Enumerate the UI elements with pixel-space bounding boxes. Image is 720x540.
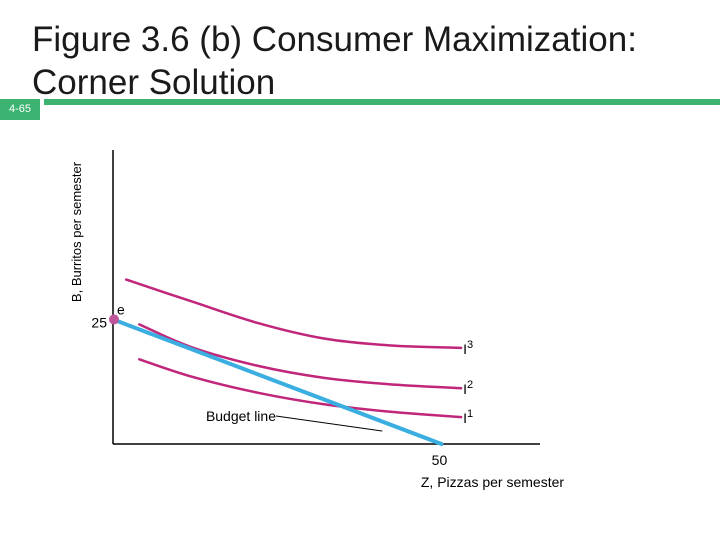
budget-line-leader [275,415,383,432]
x-axis-label: Z, Pizzas per semester [421,474,564,490]
curve-label-i3: I3 [463,339,473,357]
point-e-label: e [117,301,125,317]
slide-title: Figure 3.6 (b) Consumer Maximization: Co… [32,18,692,104]
curve-label-i2: I2 [463,379,473,397]
y-tick-label: 25 [91,314,107,330]
point-e-marker [109,314,119,325]
y-axis-label: B, Burritos per semester [69,161,84,302]
x-tick-label: 50 [432,452,448,468]
slide-title-line2: Corner Solution [32,63,276,102]
budget-line [111,317,444,446]
curve-label-i1: I1 [463,408,473,426]
budget-line-annotation: Budget line [206,408,276,424]
indifference-curve-i3 [124,278,463,350]
slide-number-badge: 4-65 [0,99,40,120]
slide-title-line1: Figure 3.6 (b) Consumer Maximization: [32,20,637,59]
title-accent-bar [44,99,720,105]
indifference-curve-i1 [138,358,463,419]
